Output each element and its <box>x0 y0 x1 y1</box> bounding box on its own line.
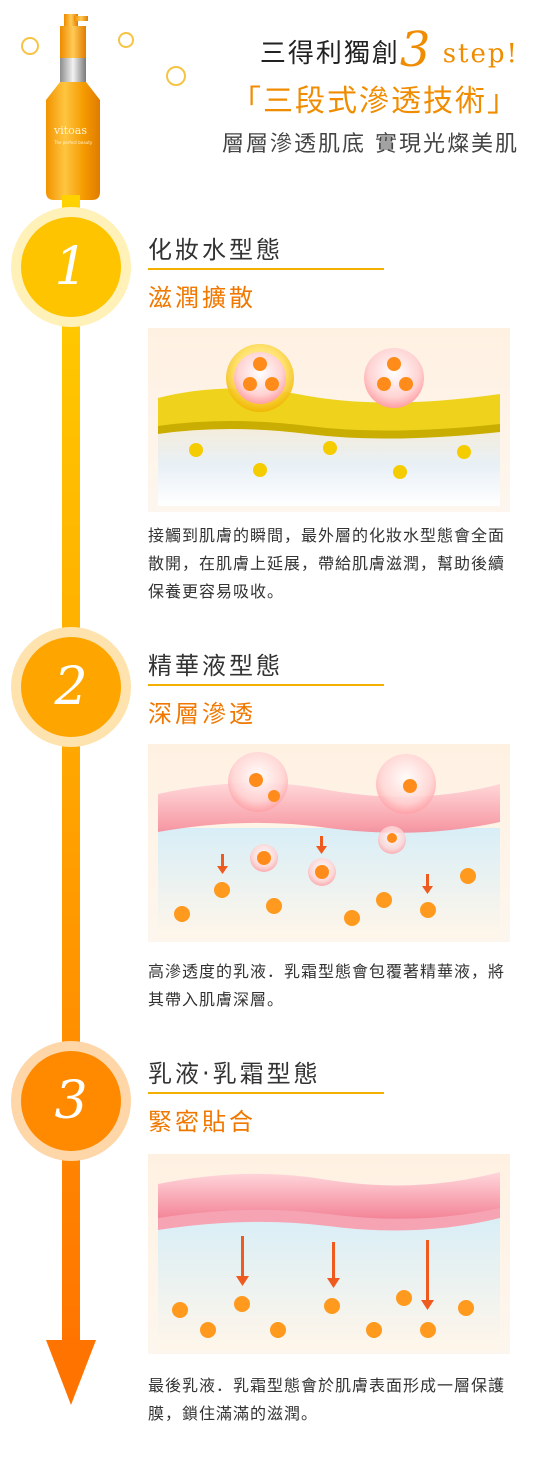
step-3-badge <box>11 1041 131 1161</box>
step-3-title: 乳液‧乳霜型態 <box>148 1060 321 1088</box>
downward-arrows <box>217 836 433 894</box>
header-line1: 三得利獨創3 step! <box>159 26 519 74</box>
step-1-badge <box>11 207 131 327</box>
product-bottle-image: vitoas The perfect beauty <box>46 14 100 200</box>
step-3-description: 最後乳液．乳霜型態會於肌膚表面形成一層保護膜，鎖住滿滿的滋潤。 <box>148 1376 506 1423</box>
step-3-underline <box>148 1092 384 1094</box>
decorative-bubbles <box>21 32 186 86</box>
step-3-subtitle: 緊密貼合 <box>148 1108 256 1136</box>
step-2-badge <box>11 627 131 747</box>
step-2-subtitle: 深層滲透 <box>148 700 256 728</box>
step-1-number: 1 <box>54 237 88 297</box>
step-3-illustration <box>148 1154 510 1354</box>
header: 三得利獨創3 step! 「三段式滲透技術」 層層滲透肌底 實現光燦美肌 <box>159 26 519 162</box>
step-1-underline <box>148 268 384 270</box>
bottle-tagline: The perfect beauty <box>53 140 93 145</box>
header-line3: 層層滲透肌底 實現光燦美肌 <box>222 132 519 157</box>
step-2-title: 精華液型態 <box>148 652 283 680</box>
step-2-number: 2 <box>54 657 88 717</box>
step-2-underline <box>148 684 384 686</box>
step-1-illustration <box>148 328 510 512</box>
step-3-number: 3 <box>54 1071 88 1131</box>
header-step-number: 3 <box>399 22 433 78</box>
header-step-word: step! <box>442 39 519 69</box>
step-2-illustration <box>148 744 510 942</box>
downward-arrows <box>236 1236 434 1310</box>
step-1-title: 化妝水型態 <box>148 236 283 264</box>
arrow-down-icon <box>46 1340 96 1405</box>
bottle-brand: vitoas <box>53 124 87 137</box>
step-1-description: 接觸到肌膚的瞬間，最外層的化妝水型態會全面散開，在肌膚上延展，帶給肌膚滋潤，幫助… <box>148 526 506 601</box>
header-line2: 「三段式滲透技術」 <box>231 84 519 119</box>
step-1-subtitle: 滋潤擴散 <box>148 284 256 312</box>
header-prefix: 三得利獨創 <box>259 39 400 69</box>
step-2-description: 高滲透度的乳液．乳霜型態會包覆著精華液，將其帶入肌膚深層。 <box>148 962 506 1009</box>
